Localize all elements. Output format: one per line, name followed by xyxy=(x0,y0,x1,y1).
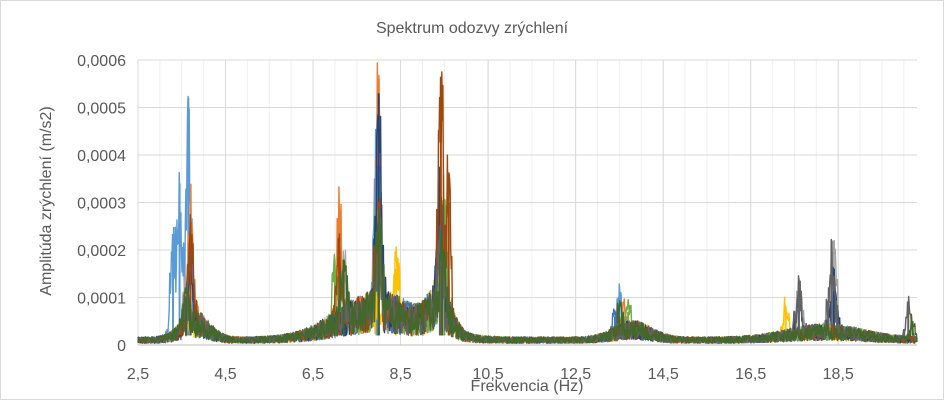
y-tick-label: 0,0006 xyxy=(77,53,126,70)
y-tick-label: 0,0002 xyxy=(77,243,126,260)
y-tick-label: 0,0005 xyxy=(77,101,126,118)
series-line xyxy=(137,165,918,344)
x-tick-label: 18,5 xyxy=(823,366,854,383)
y-axis-label: Amplitúda zrýchlení (m/s2) xyxy=(38,106,55,295)
x-axis-label: Frekvencia (Hz) xyxy=(471,378,584,395)
series-line xyxy=(137,213,918,344)
chart-title: Spektrum odozvy zrýchlení xyxy=(376,20,569,37)
y-tick-label: 0,0003 xyxy=(77,196,126,213)
x-tick-label: 8,5 xyxy=(389,366,411,383)
y-tick-label: 0,0004 xyxy=(77,148,126,165)
series-line xyxy=(137,192,918,344)
y-tick-label: 0 xyxy=(117,338,126,355)
x-tick-label: 16,5 xyxy=(735,366,766,383)
series-line xyxy=(137,164,918,344)
x-tick-label: 12,5 xyxy=(560,366,591,383)
x-tick-label: 6,5 xyxy=(302,366,324,383)
axis-layer: 2,5 4,5 6,5 8,5 10,5 12,5 14,5 16,5 18,5 0 0,0001 0… xyxy=(77,53,917,383)
series-line xyxy=(137,207,918,344)
series-layer xyxy=(137,62,918,344)
y-tick-label: 0,0001 xyxy=(77,291,126,308)
x-tick-label: 10,5 xyxy=(473,366,504,383)
x-tick-label: 4,5 xyxy=(214,366,236,383)
x-tick-label: 2,5 xyxy=(127,366,149,383)
x-tick-label: 14,5 xyxy=(648,366,679,383)
